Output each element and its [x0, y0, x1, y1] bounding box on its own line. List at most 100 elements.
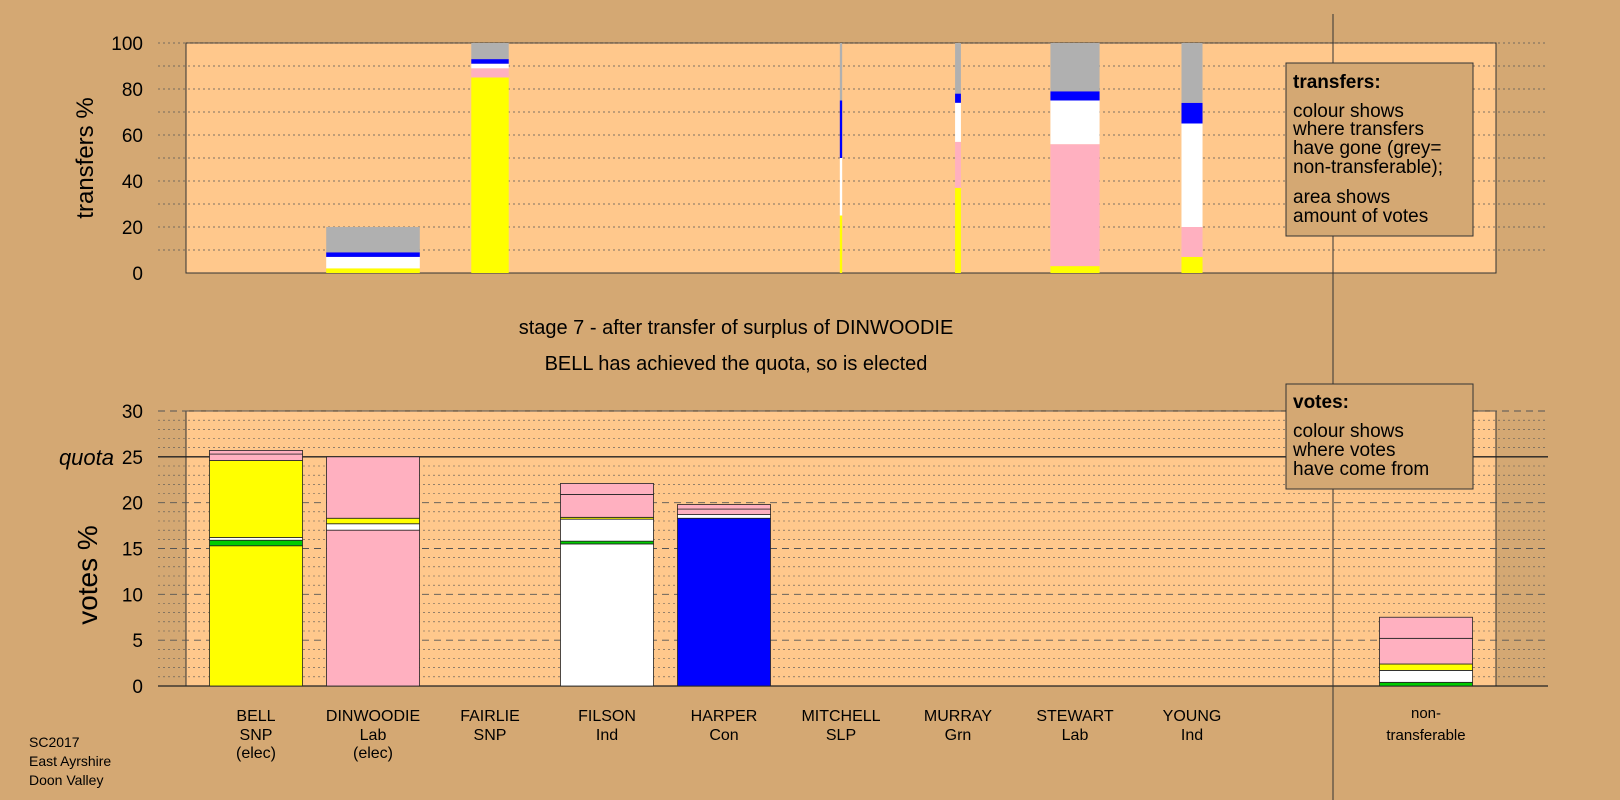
vote-segment — [677, 514, 771, 519]
transfer-segment — [1181, 102, 1203, 124]
candidate-name: YOUNG — [1163, 708, 1222, 725]
transfers-chart: 0 20 40 60 80 100 transfers % — [72, 34, 1548, 285]
y-tick-label: 25 — [122, 448, 143, 469]
candidate-label-filson: FILSON Ind — [578, 708, 636, 744]
candidate-party: SNP — [240, 727, 273, 744]
candidate-party: Lab — [1062, 727, 1089, 744]
nontransferable-label: non- transferable — [1386, 705, 1465, 744]
candidate-status: (elec) — [236, 745, 276, 762]
transfer-segment — [839, 43, 843, 101]
vote-segment — [326, 529, 420, 687]
candidate-party: Con — [709, 727, 738, 744]
stage-title: stage 7 - after transfer of surplus of D… — [519, 317, 954, 339]
candidate-label-mitchell: MITCHELL SLP — [801, 708, 880, 744]
transfer-segment — [1050, 91, 1100, 101]
candidate-party: SLP — [826, 727, 856, 744]
transfer-segment — [471, 43, 509, 60]
candidate-label-stewart: STEWART Lab — [1036, 708, 1114, 744]
candidate-name: DINWOODIE — [326, 708, 420, 725]
candidate-party: SNP — [474, 727, 507, 744]
candidate-name: BELL — [236, 708, 275, 725]
transfers-legend-line: amount of votes — [1293, 206, 1428, 227]
candidate-label-murray: MURRAY Grn — [924, 708, 992, 744]
votes-legend-heading: votes: — [1293, 392, 1349, 413]
vote-segment — [326, 456, 420, 519]
footer-line: East Ayrshire — [29, 753, 111, 769]
transfer-segment — [1181, 123, 1203, 227]
y-tick-label: 20 — [122, 494, 143, 515]
nontransferable-label-line: non- — [1411, 705, 1441, 722]
stage-subtitle: BELL has achieved the quota, so is elect… — [545, 353, 928, 375]
transfers-legend-box — [1285, 62, 1474, 237]
votes-chart: 0 5 10 15 20 25 30 quota votes % — [59, 402, 1548, 698]
vote-segment — [209, 453, 303, 461]
candidate-status: (elec) — [353, 745, 393, 762]
vote-segment — [677, 504, 771, 510]
vote-segment — [1379, 663, 1473, 671]
transfer-segment — [1050, 266, 1100, 273]
vote-segment — [560, 483, 654, 495]
vote-segment — [677, 508, 771, 515]
transfers-legend: transfers: colour shows where transfers … — [1285, 62, 1474, 237]
transfer-segment — [955, 43, 961, 94]
transfer-segment — [1050, 43, 1100, 92]
transfer-segment — [1181, 256, 1203, 273]
transfer-segment — [1181, 43, 1203, 103]
candidate-name: STEWART — [1036, 708, 1114, 725]
candidate-label-young: YOUNG Ind — [1163, 708, 1222, 744]
vote-segment — [1379, 616, 1473, 639]
candidate-name: MURRAY — [924, 708, 992, 725]
y-axis-label: transfers % — [72, 97, 99, 218]
candidate-party: Ind — [1181, 727, 1203, 744]
candidate-label-harper: HARPER Con — [691, 708, 758, 744]
votes-legend-box — [1285, 383, 1474, 490]
vote-segment — [209, 460, 303, 538]
vote-segment — [209, 450, 303, 455]
vote-segment — [1379, 637, 1473, 665]
vote-segment — [560, 494, 654, 518]
votes-legend-line: colour shows — [1293, 421, 1404, 442]
vote-segment — [209, 539, 303, 547]
transfer-segment — [839, 215, 843, 273]
candidate-label-fairlie: FAIRLIE SNP — [460, 708, 520, 744]
transfer-segment — [1050, 100, 1100, 145]
footer: SC2017 East Ayrshire Doon Valley — [29, 734, 111, 788]
votes-legend-line: have come from — [1293, 459, 1429, 480]
candidate-party: Ind — [596, 727, 618, 744]
transfers-legend-line: non-transferable); — [1293, 157, 1443, 178]
y-tick-label: 5 — [132, 631, 143, 652]
y-tick-label: 0 — [132, 264, 143, 285]
transfer-segment — [1050, 144, 1100, 267]
vote-segment — [209, 545, 303, 687]
votes-legend: votes: colour shows where votes have com… — [1285, 383, 1474, 490]
nontransferable-label-line: transferable — [1386, 727, 1465, 744]
vote-segment — [326, 523, 420, 531]
candidate-name: MITCHELL — [801, 708, 880, 725]
vote-segment — [1379, 681, 1473, 687]
transfer-segment — [955, 187, 961, 273]
transfer-segment — [326, 227, 420, 253]
y-tick-label: 60 — [122, 126, 143, 147]
transfers-legend-line: where transfers — [1292, 119, 1424, 140]
y-tick-label: 80 — [122, 80, 143, 101]
candidate-name: FAIRLIE — [460, 708, 520, 725]
transfer-segment — [326, 252, 420, 257]
vote-segment — [560, 540, 654, 545]
y-tick-label: 20 — [122, 218, 143, 239]
vote-segment — [560, 518, 654, 542]
transfers-legend-heading: transfers: — [1293, 72, 1381, 93]
transfers-legend-line: area shows — [1293, 187, 1390, 208]
vote-segment — [1379, 670, 1473, 683]
vote-segment — [209, 537, 303, 541]
y-tick-label: 100 — [111, 34, 143, 55]
candidate-labels: BELL SNP (elec) DINWOODIE Lab (elec) FAI… — [236, 705, 1466, 762]
vote-segment — [560, 543, 654, 687]
candidate-party: Grn — [945, 727, 972, 744]
y-tick-label: 0 — [132, 677, 143, 698]
transfer-segment — [326, 256, 420, 269]
transfer-segment — [1181, 227, 1203, 257]
transfer-segment — [839, 100, 843, 158]
quota-label: quota — [59, 445, 114, 470]
transfer-segment — [471, 68, 509, 78]
